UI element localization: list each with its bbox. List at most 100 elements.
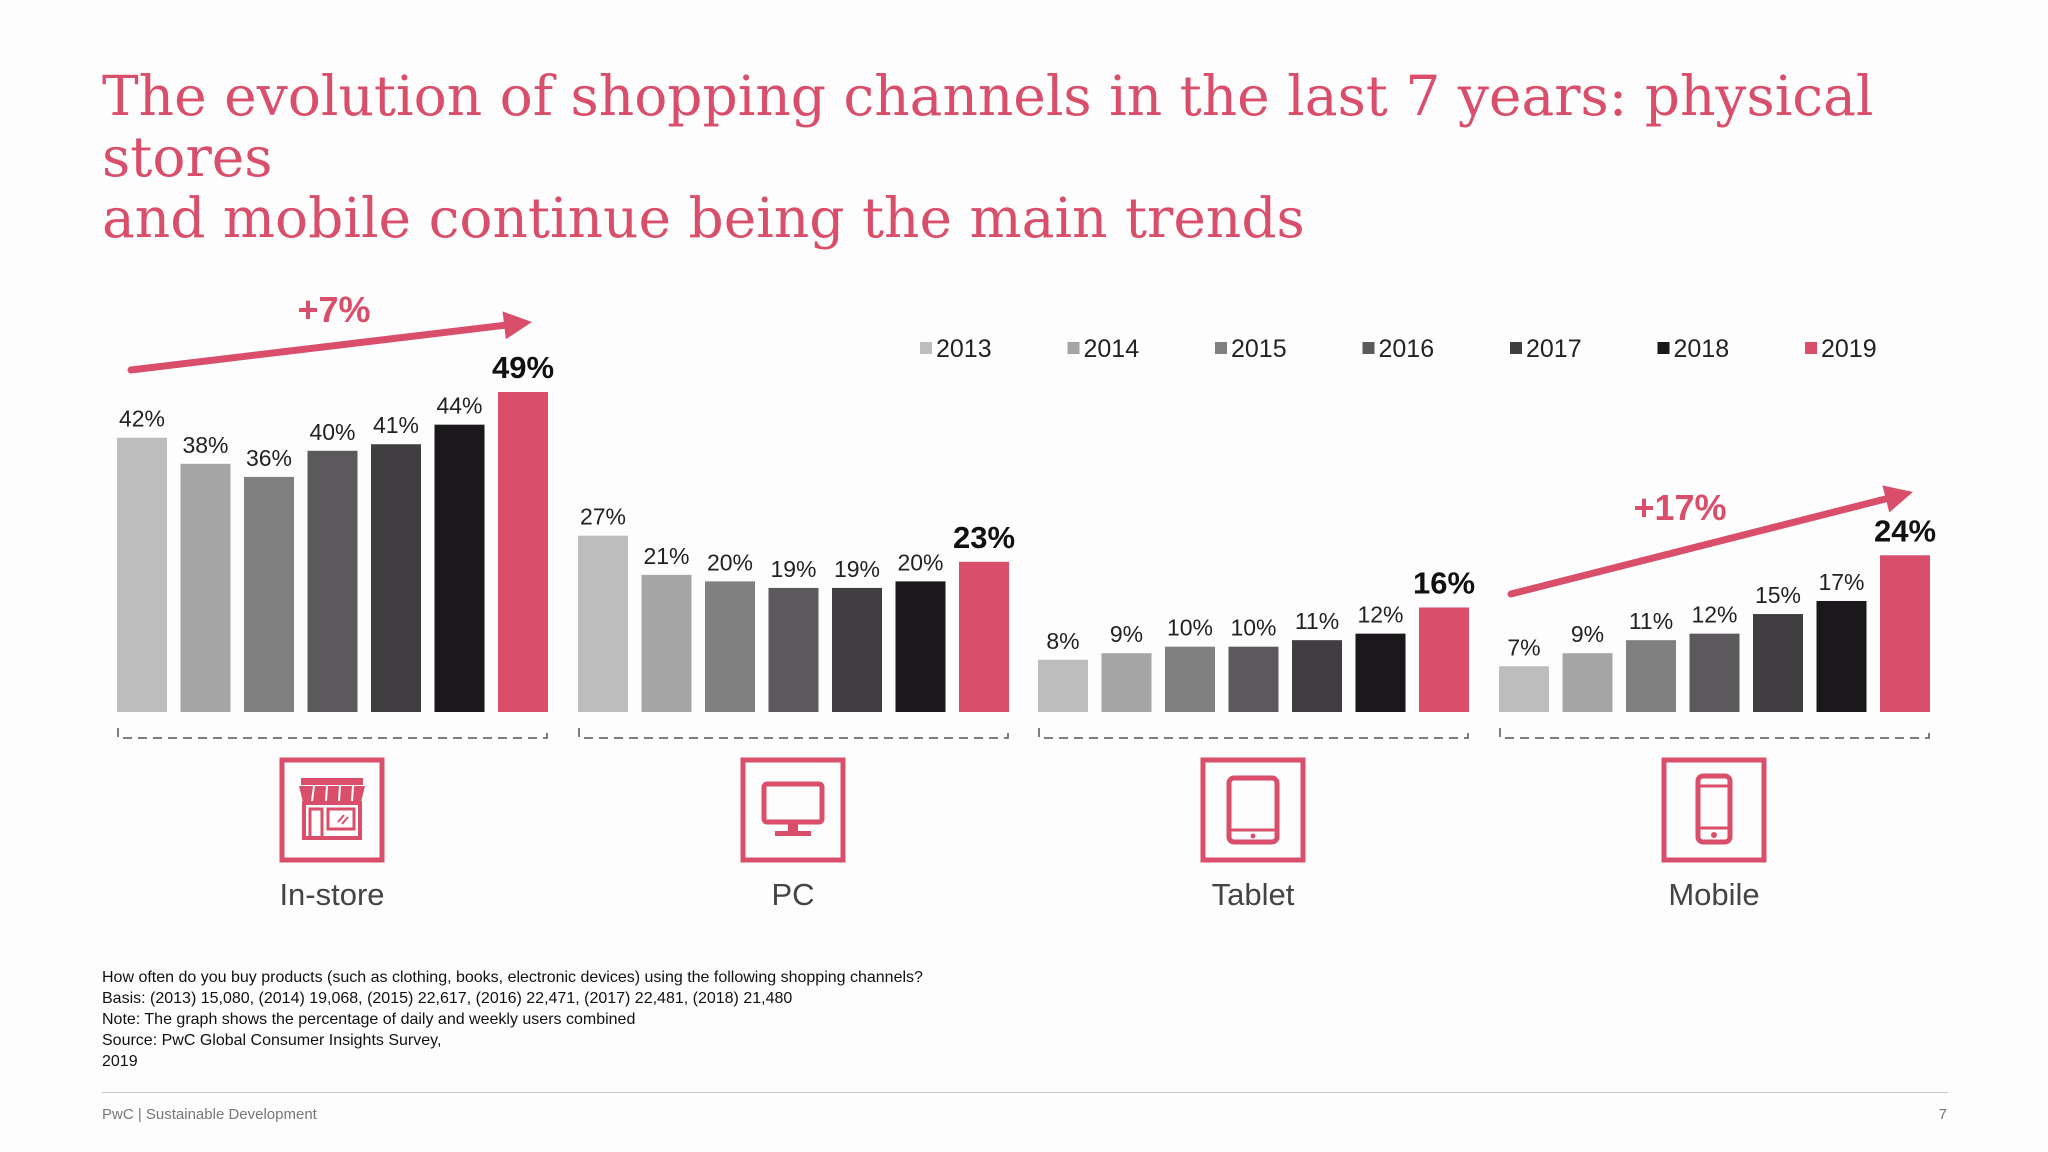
category-label-in-store: In-store — [279, 877, 384, 912]
bar-tablet-2017 — [1292, 640, 1342, 712]
legend-label-2014: 2014 — [1084, 335, 1140, 363]
value-label-mobile-2013: 7% — [1507, 634, 1540, 660]
bar-in-store-2017 — [371, 444, 421, 712]
bar-in-store-2018 — [434, 424, 485, 712]
value-label-tablet-2017: 11% — [1295, 608, 1339, 634]
bar-mobile-2015 — [1626, 640, 1676, 712]
legend-swatch-2016 — [1362, 342, 1375, 354]
legend-label-2016: 2016 — [1379, 335, 1435, 363]
legend-label-2019: 2019 — [1821, 335, 1877, 363]
value-label-in-store-2013: 42% — [119, 406, 165, 432]
growth-arrow-in-store — [127, 321, 508, 374]
tablet-icon-frame — [1200, 757, 1306, 863]
value-label-mobile-2017: 15% — [1755, 582, 1801, 608]
category-label-mobile: Mobile — [1668, 877, 1759, 912]
bar-mobile-2017 — [1753, 614, 1803, 712]
notes-question: How often do you buy products (such as c… — [102, 969, 923, 986]
title-line-1: The evolution of shopping channels in th… — [102, 64, 1874, 189]
bar-pc-2016 — [768, 587, 819, 712]
bar-in-store-2014 — [180, 463, 231, 712]
notes-basis: Basis: (2013) 15,080, (2014) 19,068, (20… — [102, 990, 793, 1007]
growth-label-mobile: +17% — [1633, 487, 1726, 528]
value-label-mobile-2019: 24% — [1874, 513, 1936, 548]
growth-arrowhead-in-store — [502, 311, 532, 340]
bar-pc-2018 — [895, 581, 946, 712]
footer-divider — [102, 1092, 1948, 1093]
footer-label: PwC | Sustainable Development — [102, 1106, 317, 1123]
legend-label-2015: 2015 — [1231, 335, 1287, 363]
value-label-mobile-2015: 11% — [1629, 608, 1673, 634]
bar-tablet-2015 — [1165, 646, 1215, 712]
bar-tablet-2014 — [1101, 653, 1152, 712]
value-label-pc-2013: 27% — [580, 504, 626, 530]
value-label-mobile-2014: 9% — [1571, 621, 1604, 647]
bar-tablet-2013 — [1038, 659, 1088, 712]
legend-label-2017: 2017 — [1526, 335, 1582, 363]
value-label-mobile-2016: 12% — [1691, 602, 1737, 628]
value-label-tablet-2018: 12% — [1357, 602, 1403, 628]
group-bracket-tablet — [1038, 728, 1469, 739]
mobile-icon — [1695, 773, 1733, 845]
store-icon-frame — [279, 757, 385, 863]
bar-mobile-2018 — [1816, 600, 1867, 712]
value-label-tablet-2016: 10% — [1230, 615, 1276, 641]
survey-notes: How often do you buy products (such as c… — [102, 967, 923, 1072]
legend-swatch-2014 — [1067, 342, 1080, 354]
legend-label-2013: 2013 — [936, 335, 992, 363]
legend-swatch-2017 — [1510, 342, 1522, 354]
pc-icon — [761, 781, 825, 836]
bar-mobile-2016 — [1689, 633, 1740, 712]
legend-swatch-2013 — [920, 342, 932, 354]
value-label-pc-2017: 19% — [834, 556, 880, 582]
legend-swatch-2015 — [1215, 342, 1227, 354]
group-bracket-pc — [578, 728, 1009, 739]
notes-source-year: 2019 — [102, 1053, 138, 1070]
bar-pc-2014 — [641, 574, 692, 712]
bar-pc-2015 — [705, 581, 755, 712]
growth-arrow-mobile — [1507, 495, 1890, 598]
value-label-in-store-2018: 44% — [436, 393, 482, 419]
value-label-pc-2018: 20% — [897, 549, 943, 575]
bar-in-store-2013 — [117, 437, 167, 712]
value-label-in-store-2019: 49% — [492, 350, 554, 385]
category-label-pc: PC — [771, 877, 814, 912]
group-bracket-in-store — [117, 728, 548, 739]
value-label-tablet-2013: 8% — [1046, 628, 1079, 654]
bar-mobile-2019 — [1880, 555, 1930, 712]
legend-label-2018: 2018 — [1674, 335, 1730, 363]
bar-in-store-2015 — [244, 476, 294, 712]
value-label-tablet-2019: 16% — [1413, 566, 1475, 601]
value-label-pc-2015: 20% — [707, 549, 753, 575]
value-label-in-store-2016: 40% — [309, 419, 355, 445]
value-label-tablet-2014: 9% — [1110, 621, 1143, 647]
category-label-tablet: Tablet — [1212, 877, 1295, 912]
page-title: The evolution of shopping channels in th… — [102, 66, 2002, 249]
notes-note: Note: The graph shows the percentage of … — [102, 1011, 636, 1028]
bar-pc-2013 — [578, 535, 628, 712]
title-line-2: and mobile continue being the main trend… — [102, 186, 1305, 250]
legend-swatch-2018 — [1657, 342, 1670, 354]
bar-mobile-2014 — [1562, 653, 1613, 712]
page-number: 7 — [1938, 1106, 1947, 1123]
bar-tablet-2018 — [1355, 633, 1406, 712]
value-label-in-store-2015: 36% — [246, 445, 292, 471]
bar-pc-2019 — [959, 561, 1009, 712]
group-bracket-mobile — [1499, 728, 1930, 739]
bar-in-store-2016 — [307, 450, 358, 712]
growth-arrowhead-mobile — [1882, 485, 1913, 513]
value-label-pc-2016: 19% — [770, 556, 816, 582]
value-label-mobile-2018: 17% — [1818, 569, 1864, 595]
bar-tablet-2016 — [1228, 646, 1279, 712]
bar-in-store-2019 — [498, 392, 548, 712]
growth-label-in-store: +7% — [297, 289, 370, 330]
value-label-in-store-2017: 41% — [373, 412, 419, 438]
store-icon — [299, 778, 365, 840]
pc-icon-frame — [740, 757, 846, 863]
legend-swatch-2019 — [1805, 342, 1817, 354]
value-label-pc-2014: 21% — [643, 543, 689, 569]
bar-tablet-2019 — [1419, 607, 1469, 712]
tablet-icon — [1226, 775, 1280, 845]
bar-mobile-2013 — [1499, 666, 1549, 712]
notes-source: Source: PwC Global Consumer Insights Sur… — [102, 1032, 442, 1049]
mobile-icon-frame — [1661, 757, 1767, 863]
